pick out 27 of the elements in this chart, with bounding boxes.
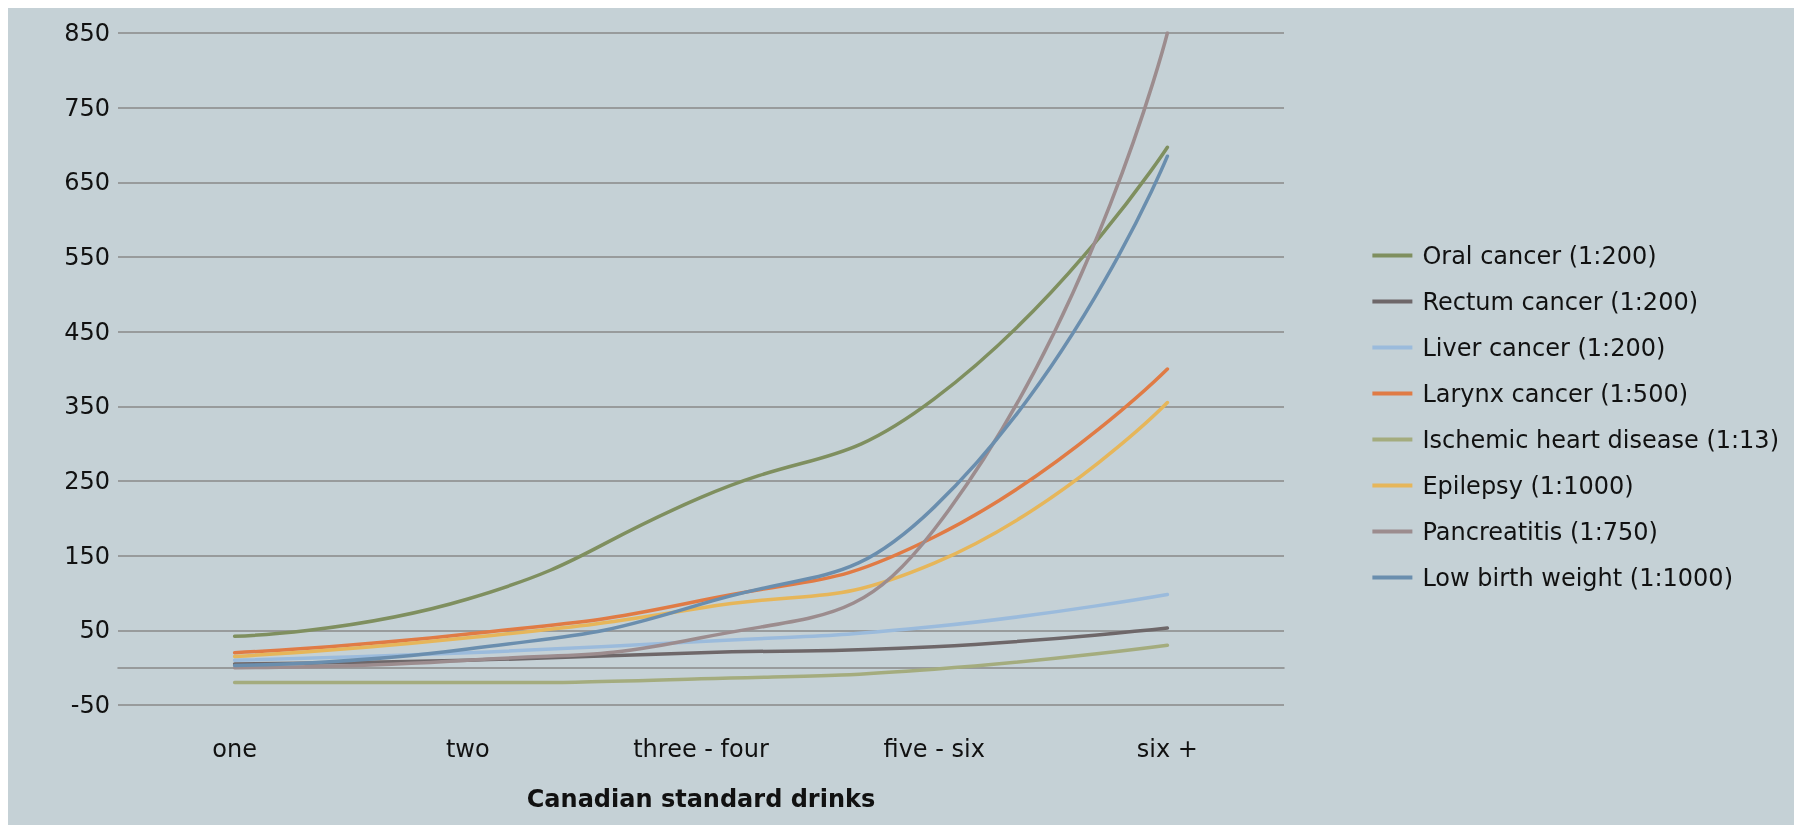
y-tick-label: 550 <box>64 243 110 271</box>
legend-label: Low birth weight (1:1000) <box>1422 563 1734 592</box>
y-tick-label: 150 <box>64 541 110 570</box>
y-tick-label: 350 <box>64 392 110 421</box>
y-tick-label: 750 <box>64 93 110 122</box>
line-series <box>232 31 1170 670</box>
x-tick-label: one <box>212 735 257 763</box>
x-tick-label: six + <box>1136 735 1198 763</box>
line-series <box>232 592 1170 662</box>
x-tick-label: three - four <box>633 735 769 763</box>
legend-label: Oral cancer (1:200) <box>1422 241 1657 270</box>
legend-label: Pancreatitis (1:750) <box>1422 517 1658 546</box>
legend-label: Larynx cancer (1:500) <box>1422 379 1689 408</box>
legend-label: Liver cancer (1:200) <box>1422 333 1666 362</box>
legend-label: Epilepsy (1:1000) <box>1422 471 1634 500</box>
y-tick-label: 650 <box>64 168 110 197</box>
y-tick-label: 850 <box>64 19 110 47</box>
x-tick-label: five - six <box>883 735 985 763</box>
x-tick-label: two <box>445 735 490 763</box>
line-series <box>232 643 1170 685</box>
y-tick-label: -50 <box>70 691 110 719</box>
x-axis-title: Canadian standard drinks <box>526 785 876 813</box>
y-tick-label: 250 <box>64 467 110 495</box>
y-tick-label: 450 <box>64 317 110 346</box>
legend-label: Rectum cancer (1:200) <box>1422 287 1699 316</box>
y-tick-label: 50 <box>79 616 110 645</box>
legend-label: Ischemic heart disease (1:13) <box>1422 425 1780 454</box>
